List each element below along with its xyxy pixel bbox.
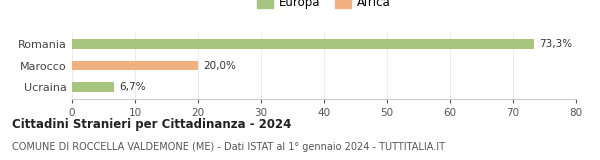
Text: Cittadini Stranieri per Cittadinanza - 2024: Cittadini Stranieri per Cittadinanza - 2… [12,118,292,131]
Bar [72,39,534,49]
Legend: Europa, Africa: Europa, Africa [252,0,396,14]
Text: 73,3%: 73,3% [539,39,572,49]
Bar [72,61,198,70]
Text: 6,7%: 6,7% [119,82,146,92]
Bar [72,82,114,92]
Text: 20,0%: 20,0% [203,61,236,71]
Text: COMUNE DI ROCCELLA VALDEMONE (ME) - Dati ISTAT al 1° gennaio 2024 - TUTTITALIA.I: COMUNE DI ROCCELLA VALDEMONE (ME) - Dati… [12,142,445,152]
